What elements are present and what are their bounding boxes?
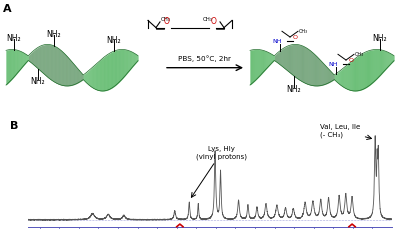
Text: ppm: ppm xyxy=(391,226,400,229)
Text: NH₂: NH₂ xyxy=(31,77,45,86)
Text: NH₂: NH₂ xyxy=(107,35,121,44)
Text: NH: NH xyxy=(272,39,282,44)
Text: NH: NH xyxy=(328,62,338,67)
Text: CH₃: CH₃ xyxy=(203,17,213,22)
Text: PBS, 50°C, 2hr: PBS, 50°C, 2hr xyxy=(178,55,231,62)
Text: CH₃: CH₃ xyxy=(355,52,364,57)
Text: O: O xyxy=(349,58,354,63)
Text: Lys, Hly
(vinyl protons): Lys, Hly (vinyl protons) xyxy=(192,145,247,197)
Text: NH₂: NH₂ xyxy=(47,30,61,39)
Text: NH₂: NH₂ xyxy=(7,34,21,43)
Text: O: O xyxy=(164,17,170,26)
Text: B: B xyxy=(10,121,18,131)
Text: A: A xyxy=(3,4,12,14)
Text: NH₂: NH₂ xyxy=(373,34,387,43)
Text: O: O xyxy=(210,17,216,26)
Text: CH₃: CH₃ xyxy=(299,29,308,34)
Text: NH₂: NH₂ xyxy=(287,84,301,93)
Text: O: O xyxy=(293,35,298,40)
Text: CH₃: CH₃ xyxy=(161,17,171,22)
Text: Val, Leu, Ile
(- CH₃): Val, Leu, Ile (- CH₃) xyxy=(320,124,372,140)
